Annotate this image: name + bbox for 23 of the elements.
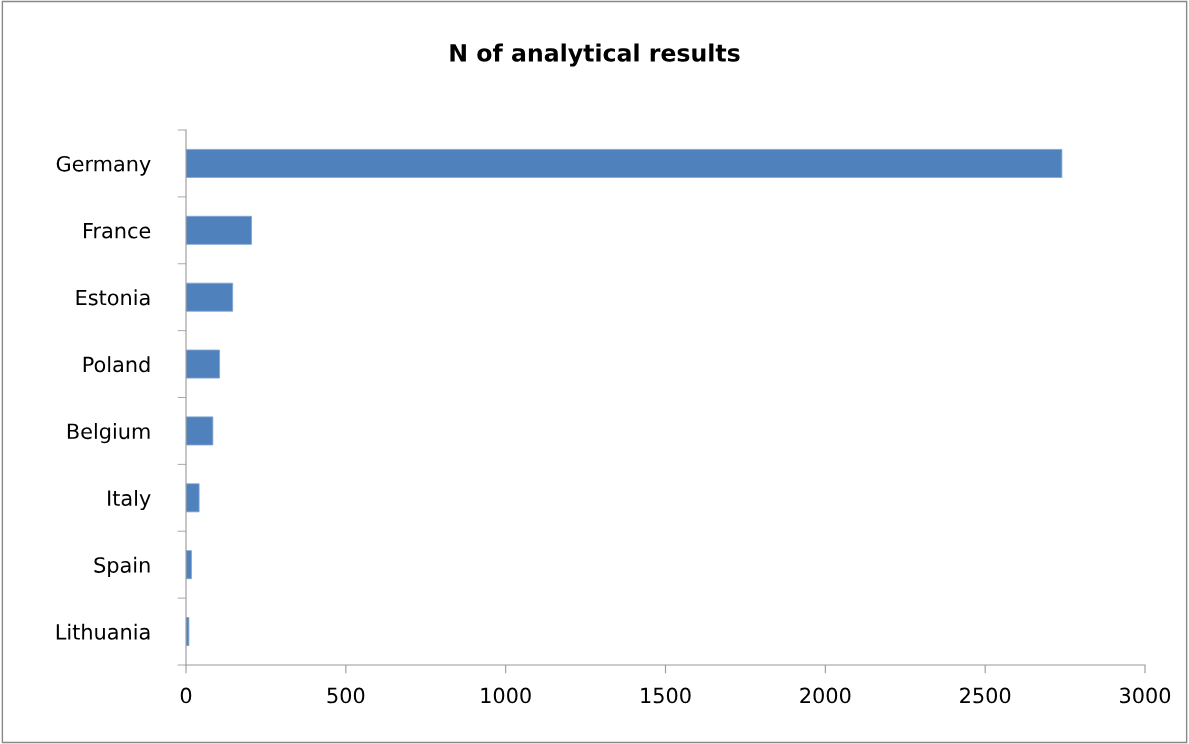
bar xyxy=(186,483,200,513)
bar xyxy=(186,215,252,245)
y-tick-label: Belgium xyxy=(67,423,150,444)
bar xyxy=(186,349,220,379)
chart-title: N of analytical results xyxy=(450,43,740,67)
x-tick-label: 3000 xyxy=(1120,687,1171,704)
bar xyxy=(186,148,1063,178)
bar xyxy=(186,416,214,446)
x-tick-label: 1500 xyxy=(641,687,691,704)
y-tick-label: Italy xyxy=(108,489,151,511)
bar xyxy=(186,617,190,647)
bar xyxy=(186,282,234,312)
x-tick-label: 1000 xyxy=(481,687,531,704)
y-tick-label: France xyxy=(84,223,151,239)
x-tick-label: 2000 xyxy=(800,687,851,704)
y-tick-label: Poland xyxy=(83,356,150,373)
x-tick-label: 2500 xyxy=(960,687,1011,704)
x-tick-label: 0 xyxy=(180,687,192,704)
x-tick-label: 500 xyxy=(327,687,365,704)
y-tick-label: Germany xyxy=(56,155,151,176)
y-tick-label: Estonia xyxy=(76,289,150,306)
y-tick-label: Lithuania xyxy=(56,623,150,640)
y-tick-label: Spain xyxy=(94,556,150,577)
